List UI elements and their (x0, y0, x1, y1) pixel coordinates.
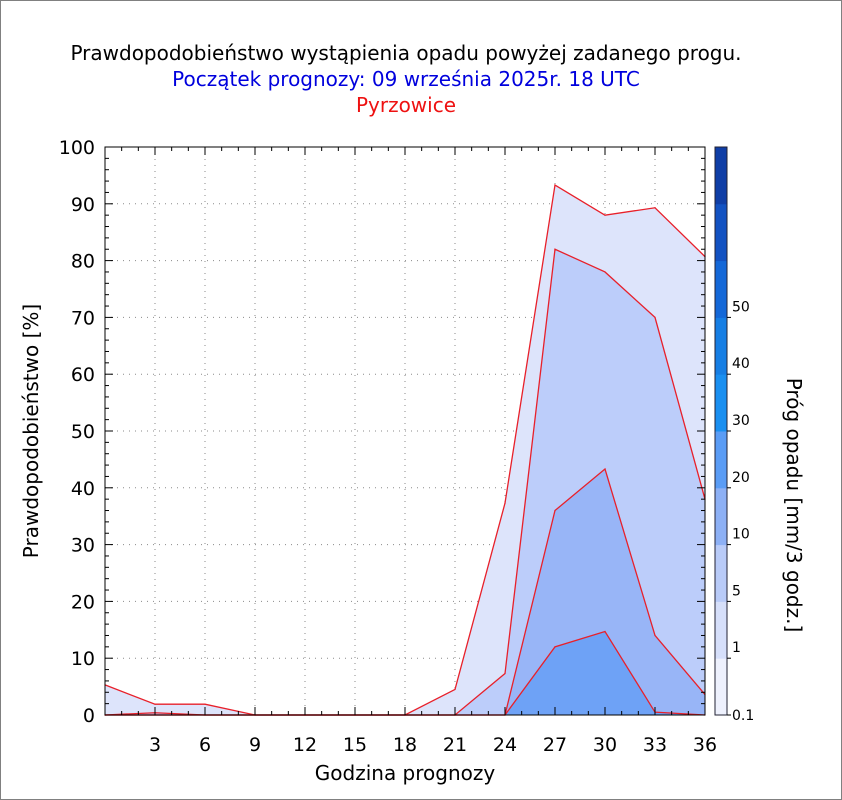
forecast-start-subtitle: Początek prognozy: 09 września 2025r. 18… (172, 67, 640, 91)
x-tick-label: 18 (393, 734, 417, 756)
colorbar-band (715, 601, 727, 659)
y-tick-label: 90 (71, 194, 95, 216)
y-tick-label: 60 (71, 364, 95, 386)
x-tick-label: 3 (149, 734, 161, 756)
data-point (654, 634, 656, 637)
x-tick-label: 6 (199, 734, 211, 756)
data-point (604, 630, 606, 633)
colorbar-label: 50 (732, 299, 750, 315)
y-tick-label: 70 (71, 307, 95, 329)
x-tick-label: 9 (249, 734, 261, 756)
colorbar-band (715, 317, 727, 375)
colorbar-label: 20 (732, 470, 750, 486)
data-point (654, 207, 656, 209)
y-tick-label: 40 (71, 478, 95, 500)
colorbar-labels: 0.1 1 5 10 20 30 40 50 (727, 299, 754, 724)
chart-title: Prawdopodobieństwo wystąpienia opadu pow… (70, 41, 741, 65)
data-point (654, 316, 656, 318)
colorbar-band (715, 203, 727, 262)
x-tick-label: 15 (343, 734, 367, 756)
data-point (604, 468, 606, 470)
data-point (504, 672, 506, 675)
area-threshold-10 (105, 631, 705, 715)
y-axis-title: Prawdopodobieństwo [%] (19, 304, 43, 558)
y-tick-label: 10 (71, 648, 95, 670)
data-point (454, 688, 456, 691)
y-tick-label: 20 (71, 591, 95, 613)
data-point (604, 214, 606, 216)
data-point (554, 248, 556, 250)
x-tick-labels: 3 6 9 12 15 18 21 24 27 30 33 36 (149, 734, 717, 756)
colorbar-band (715, 260, 727, 318)
y-tick-label: 80 (71, 251, 95, 273)
grid (105, 147, 705, 715)
colorbar-label: 1 (732, 640, 741, 656)
colorbar-label: 10 (732, 527, 750, 543)
colorbar-band (715, 374, 727, 432)
data-point (604, 271, 606, 273)
data-point (554, 509, 556, 512)
data-point (154, 703, 156, 705)
y-tick-label: 50 (71, 421, 95, 443)
colorbar-band (715, 147, 727, 205)
axis-ticks (104, 146, 706, 716)
x-tick-label: 12 (293, 734, 317, 756)
x-axis-title: Godzina prognozy (315, 761, 496, 785)
x-tick-label: 30 (593, 734, 617, 756)
colorbar-label: 40 (732, 356, 750, 372)
x-tick-label: 24 (493, 734, 517, 756)
data-point (504, 502, 506, 504)
x-tick-label: 21 (443, 734, 467, 756)
data-point (554, 184, 556, 186)
y-tick-label: 30 (71, 535, 95, 557)
station-name: Pyrzowice (356, 93, 456, 117)
y-tick-labels: 0 10 20 30 40 50 60 70 80 90 100 (59, 137, 95, 727)
probability-areas (105, 185, 705, 716)
colorbar-band (715, 544, 727, 602)
x-tick-label: 36 (693, 734, 717, 756)
data-point (204, 703, 206, 705)
colorbar (714, 146, 728, 716)
x-tick-label: 33 (643, 734, 667, 756)
colorbar-title: Próg opadu [mm/3 godz.] (782, 378, 806, 633)
data-point (554, 646, 556, 648)
y-tick-label: 0 (83, 705, 95, 727)
colorbar-band (715, 431, 727, 489)
x-tick-label: 27 (543, 734, 567, 756)
colorbar-label: 5 (732, 583, 741, 599)
colorbar-band (715, 658, 727, 716)
colorbar-band (715, 487, 727, 546)
colorbar-label: 30 (732, 413, 750, 429)
y-tick-label: 100 (59, 137, 95, 159)
colorbar-label: 0.1 (732, 708, 754, 724)
